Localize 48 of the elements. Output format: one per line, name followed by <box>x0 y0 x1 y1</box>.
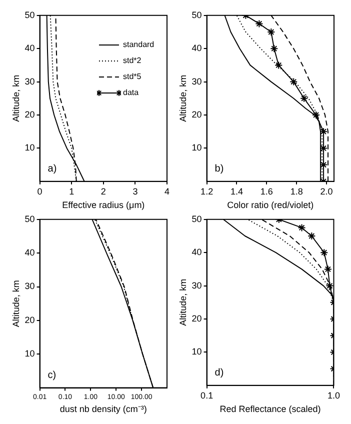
x-axis-title: dust nb density (cm⁻³) <box>60 404 147 414</box>
x-tick-label: 4 <box>164 186 170 196</box>
y-tick-label: 40 <box>192 43 202 54</box>
y-axis-title: Altitude, km <box>10 280 21 328</box>
y-tick-label: 50 <box>192 10 202 20</box>
y-tick-label: 10 <box>192 142 202 153</box>
y-tick-label: 20 <box>192 313 202 324</box>
y-tick-label: 10 <box>24 348 35 359</box>
annotation: a) <box>48 163 57 174</box>
legend-label: std*2 <box>123 56 142 65</box>
x-tick-label: 3 <box>132 186 138 196</box>
annotation: d) <box>214 367 224 378</box>
y-axis-title: Altitude, km <box>178 278 188 326</box>
legend-label: data <box>123 88 139 97</box>
y-axis-title: Altitude, km <box>10 74 21 122</box>
y-tick-label: 10 <box>192 346 202 357</box>
y-tick-label: 20 <box>24 109 35 120</box>
x-tick-label: 1.4 <box>230 186 243 196</box>
x-axis-title: Color ratio (red/violet) <box>227 200 314 210</box>
x-tick-label: 1.0 <box>327 390 340 400</box>
y-tick-label: 10 <box>24 142 35 153</box>
y-tick-label: 40 <box>24 248 35 258</box>
legend-label: std*5 <box>123 72 142 81</box>
x-tick-label: 2.0 <box>320 186 333 196</box>
y-axis-title: Altitude, km <box>178 74 188 122</box>
legend-label: standard <box>123 40 154 49</box>
x-tick-label: 1 <box>69 186 74 196</box>
y-tick-label: 30 <box>192 280 202 290</box>
y-tick-label: 40 <box>24 43 35 54</box>
y-tick-label: 50 <box>24 214 35 224</box>
y-tick-label: 30 <box>24 281 35 292</box>
y-tick-label: 50 <box>192 214 202 224</box>
x-tick-label: 0 <box>37 186 42 196</box>
x-tick-label: 1.8 <box>290 186 303 196</box>
annotation: c) <box>48 370 56 381</box>
x-axis-title: Effective radius (μm) <box>62 200 145 210</box>
x-tick-label: 2 <box>100 186 106 196</box>
y-tick-label: 20 <box>192 109 202 120</box>
x-tick-label: 0.1 <box>200 390 214 400</box>
x-axis-title: Red Reflectance (scaled) <box>220 404 321 414</box>
annotation: b) <box>214 163 224 174</box>
x-tick-label: 1.2 <box>200 186 214 196</box>
y-tick-label: 50 <box>24 10 35 20</box>
y-tick-label: 40 <box>192 247 202 258</box>
x-tick-label: 1.6 <box>260 186 273 196</box>
y-tick-label: 20 <box>24 314 35 325</box>
y-tick-label: 30 <box>24 76 35 86</box>
y-tick-label: 30 <box>192 76 202 86</box>
